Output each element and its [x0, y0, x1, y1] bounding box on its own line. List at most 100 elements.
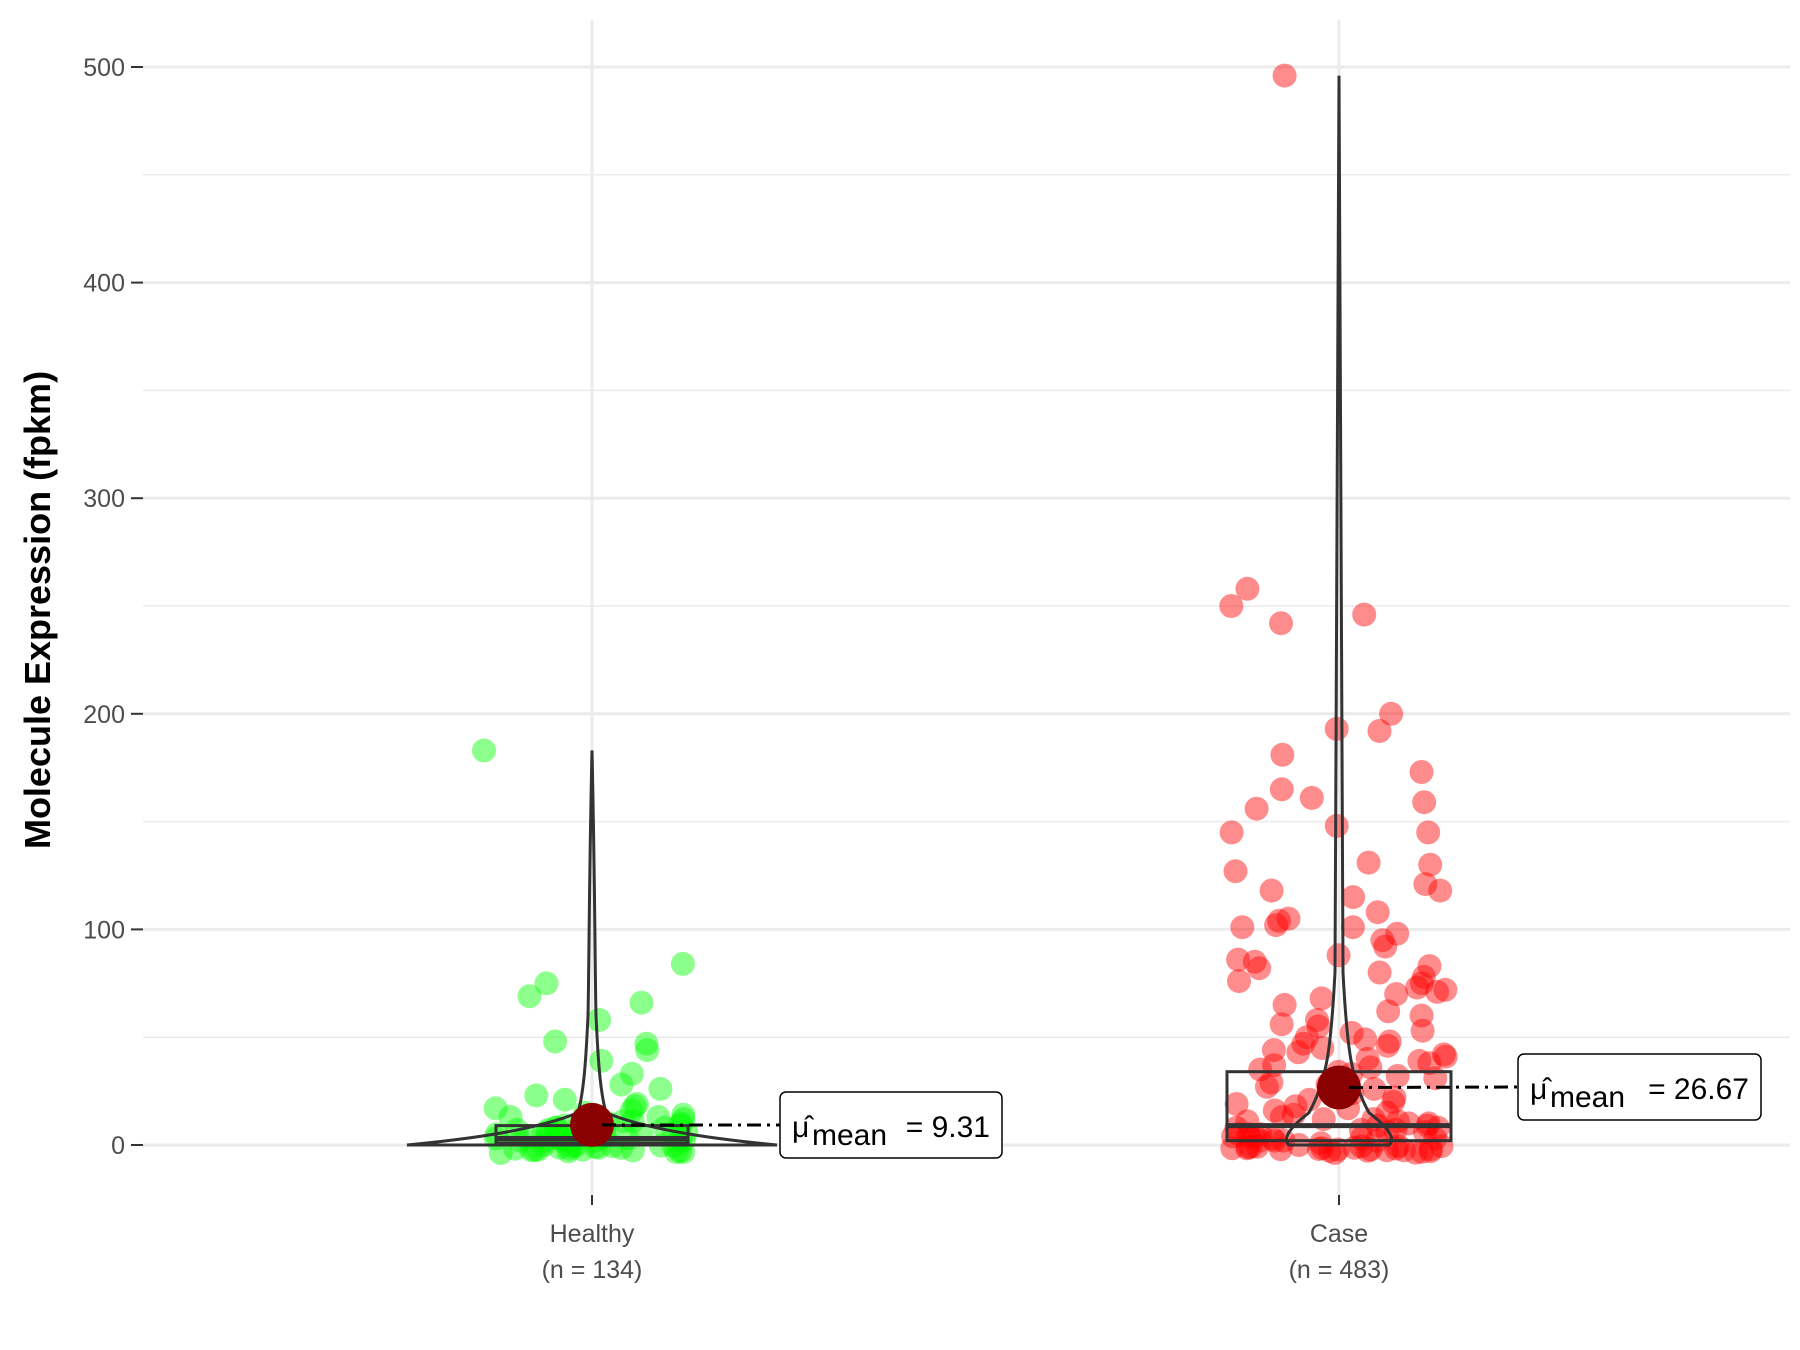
data-point [1418, 1137, 1443, 1162]
data-point [652, 1115, 677, 1140]
data-point [1267, 908, 1292, 933]
data-point [1416, 820, 1441, 845]
mean-symbol-label: μ̂ [792, 1111, 814, 1144]
data-point [1417, 954, 1442, 979]
data-point [1248, 1057, 1273, 1082]
data-point [670, 951, 695, 976]
data-point [1235, 576, 1260, 601]
data-point [1223, 859, 1248, 884]
data-point [1306, 1137, 1331, 1161]
data-point [1418, 852, 1443, 877]
mean-value-label: = 26.67 [1648, 1073, 1749, 1106]
data-point [1409, 760, 1434, 784]
data-point [1269, 1105, 1294, 1129]
data-point [635, 1038, 660, 1063]
data-point [1309, 1131, 1333, 1156]
data-point [1385, 1064, 1410, 1088]
data-point [1259, 1070, 1284, 1095]
data-point [1272, 63, 1297, 88]
data-point [1362, 1076, 1387, 1101]
data-point [1379, 701, 1404, 726]
data-point [622, 1094, 647, 1119]
data-point [619, 1061, 644, 1086]
data-point [534, 971, 559, 996]
data-point [609, 1072, 634, 1097]
data-point [1340, 915, 1365, 940]
data-point [1412, 790, 1437, 815]
data-point [1270, 742, 1295, 767]
data-point [1276, 906, 1301, 931]
data-point [543, 1029, 568, 1054]
y-tick-label: 0 [111, 1132, 125, 1160]
data-point [1356, 850, 1381, 875]
data-point [1410, 1018, 1435, 1043]
data-point [1418, 1139, 1443, 1164]
mean-annotations: μ̂ mean = 9.31μ̂ mean = 26.67 [570, 1053, 1762, 1159]
data-point [1220, 1136, 1245, 1161]
data-point [1417, 1051, 1442, 1076]
data-point [1352, 602, 1377, 627]
mean-symbol-label: μ̂ [1530, 1073, 1552, 1106]
violin-outline [1285, 75, 1393, 1147]
data-point [1254, 1074, 1279, 1099]
data-point [1269, 611, 1293, 636]
y-tick-label: 100 [83, 916, 125, 944]
data-point [1367, 719, 1392, 743]
data-point [1294, 1025, 1319, 1050]
data-point [587, 1008, 612, 1032]
data-point [1367, 960, 1392, 985]
data-point [1322, 1141, 1347, 1165]
data-point [629, 990, 654, 1015]
data-point [1384, 982, 1409, 1007]
x-category-label: Case [1310, 1220, 1368, 1248]
mean-label-box [779, 1091, 1003, 1159]
data-point [1381, 1089, 1406, 1114]
data-point [1244, 796, 1269, 821]
data-point [1382, 1085, 1407, 1110]
data-point [611, 1109, 636, 1134]
data-point [1385, 921, 1410, 946]
data-point [624, 1092, 649, 1116]
mean-value-label: = 9.31 [906, 1111, 990, 1144]
data-point [1235, 1136, 1260, 1161]
data-point [1407, 1048, 1432, 1073]
mean-subscript-label: mean [812, 1119, 887, 1152]
data-point [1377, 1029, 1402, 1054]
data-point [1227, 969, 1251, 994]
data-point [1433, 1044, 1458, 1069]
data-point [552, 1087, 577, 1112]
data-point [1262, 1098, 1287, 1123]
data-point [1283, 1094, 1308, 1119]
data-point [1326, 943, 1351, 968]
y-axis-title: Molecule Expression (fpkm) [17, 371, 58, 849]
data-point [1405, 975, 1430, 1000]
data-point [517, 984, 542, 1009]
data-point [619, 1098, 644, 1123]
data-point [1310, 1136, 1335, 1161]
grid [143, 20, 1790, 1195]
data-point [1392, 1138, 1416, 1163]
x-category-n-label: (n = 483) [1289, 1256, 1390, 1284]
data-point [1403, 1140, 1428, 1165]
data-point [1269, 1012, 1294, 1037]
data-point [1428, 878, 1453, 903]
data-point [1219, 820, 1244, 845]
y-tick-label: 200 [83, 701, 125, 729]
data-point [1226, 947, 1251, 972]
data-point [524, 1083, 549, 1108]
data-point [1238, 1134, 1263, 1159]
data-point [1431, 1042, 1456, 1067]
mean-point [570, 1102, 614, 1147]
mean-point [1317, 1065, 1361, 1110]
data-point [589, 1048, 614, 1073]
data-point [1219, 594, 1244, 618]
data-point [1375, 1033, 1400, 1058]
data-point [1242, 1124, 1267, 1149]
data-point [1306, 1014, 1331, 1039]
data-point [648, 1076, 673, 1101]
data-point [1425, 979, 1450, 1004]
data-point [1305, 1008, 1329, 1032]
data-point [646, 1105, 671, 1129]
data-point [1411, 964, 1436, 989]
data-point [1355, 1138, 1380, 1163]
